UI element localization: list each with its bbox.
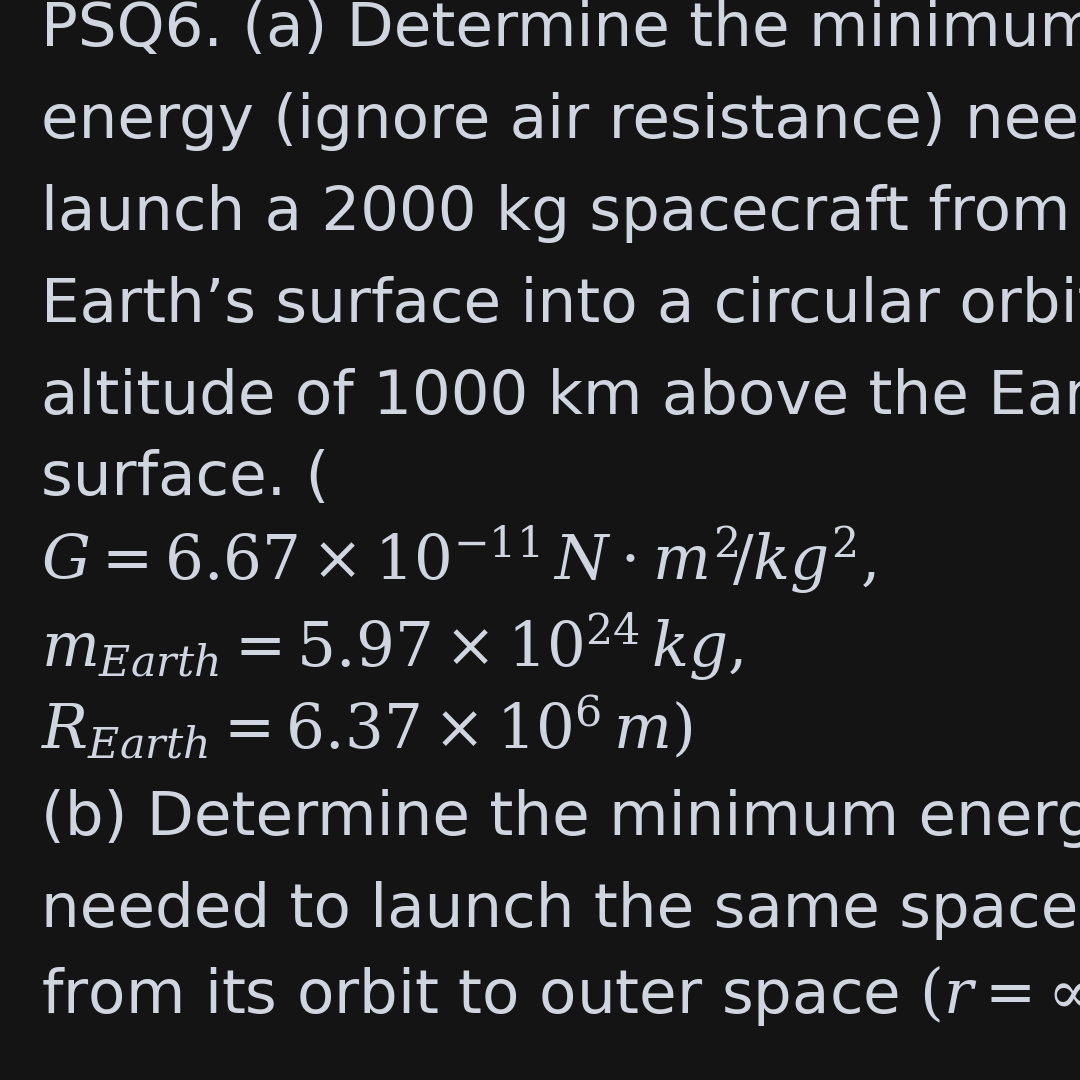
- Text: $R_{Earth} = 6.37 \times 10^{6}\,m)$: $R_{Earth} = 6.37 \times 10^{6}\,m)$: [41, 693, 692, 761]
- Text: Earth’s surface into a circular orbit at an: Earth’s surface into a circular orbit at…: [41, 275, 1080, 335]
- Text: from its orbit to outer space $(r = \infty)$.: from its orbit to outer space $(r = \inf…: [41, 963, 1080, 1028]
- Text: PSQ6. (a) Determine the minimum: PSQ6. (a) Determine the minimum: [41, 0, 1080, 59]
- Text: altitude of 1000 km above the Earth’s: altitude of 1000 km above the Earth’s: [41, 367, 1080, 427]
- Text: $m_{Earth} = 5.97 \times 10^{24}\,kg,$: $m_{Earth} = 5.97 \times 10^{24}\,kg,$: [41, 610, 743, 683]
- Text: launch a 2000 kg spacecraft from the: launch a 2000 kg spacecraft from the: [41, 184, 1080, 243]
- Text: surface. (: surface. (: [41, 448, 329, 508]
- Text: energy (ignore air resistance) needed to: energy (ignore air resistance) needed to: [41, 92, 1080, 151]
- Text: needed to launch the same spacecraft: needed to launch the same spacecraft: [41, 880, 1080, 940]
- Text: (b) Determine the minimum energy: (b) Determine the minimum energy: [41, 788, 1080, 848]
- Text: $G = 6.67 \times 10^{-11}\,N \cdot m^2\!/kg^2,$: $G = 6.67 \times 10^{-11}\,N \cdot m^2\!…: [41, 524, 876, 596]
